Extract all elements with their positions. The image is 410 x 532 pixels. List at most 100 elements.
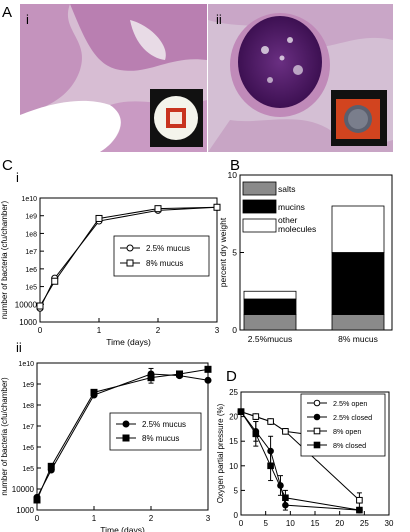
data-point	[126, 259, 134, 267]
y-tick-label: 0	[232, 325, 237, 335]
y-tick-label: 1e7	[25, 249, 37, 256]
legend-label: 2.5% mucus	[142, 420, 186, 429]
data-point	[313, 427, 321, 435]
data-point	[122, 434, 130, 442]
x-tick-label: 0	[38, 326, 43, 335]
data-point	[267, 462, 274, 470]
legend-swatch	[242, 218, 277, 233]
data-point	[313, 399, 321, 407]
x-tick-label: 15	[311, 519, 320, 528]
x-axis-label: Time (days)	[100, 525, 145, 532]
y-tick-label: 1e6	[25, 267, 37, 274]
chart-oxygen: 0 5 10 15 20 25 30 0 5 10 15 20 25 Time (hour) Oxygen …	[216, 388, 394, 532]
legend-label: salts	[278, 184, 295, 194]
panel-b-label: B	[230, 157, 240, 174]
y-tick-label: 1e8	[22, 403, 34, 410]
data-point	[313, 413, 321, 421]
y-tick-label: 1e9	[25, 214, 37, 221]
x-tick-label: 3	[206, 514, 211, 523]
x-axis-label: Time (hour)	[293, 530, 337, 532]
y-tick-label: 10	[228, 170, 238, 180]
category-label: 2.5%mucus	[248, 334, 292, 344]
panel-a-label: A	[2, 4, 12, 21]
clump-void	[287, 37, 293, 43]
data-point	[154, 205, 162, 213]
category-label: 8% mucus	[338, 334, 378, 344]
panel-d-label: D	[226, 368, 237, 385]
plot-frame	[36, 362, 209, 511]
x-tick-label: 30	[385, 519, 394, 528]
y-tick-label: 15	[229, 437, 238, 446]
y-tick-label: 1e5	[22, 466, 34, 473]
bar-segment-salts	[243, 314, 297, 331]
x-tick-label: 0	[35, 514, 40, 523]
y-tick-label: 10000	[15, 300, 38, 309]
culture-plate-inset-ii	[331, 90, 387, 146]
bar-segment-salts	[331, 314, 385, 331]
y-tick-label: 1e8	[25, 231, 37, 238]
tissue-gap	[130, 20, 166, 60]
series-line	[240, 411, 360, 511]
y-tick-label: 5	[232, 248, 237, 258]
legend-label: 8% closed	[333, 441, 366, 450]
legend-swatch	[242, 181, 277, 196]
legend: 2.5% mucus 8% mucus	[109, 412, 202, 451]
data-point	[51, 277, 59, 285]
data-point	[90, 388, 98, 396]
data-point	[204, 365, 212, 373]
y-tick-label: 1e10	[21, 196, 37, 203]
data-point	[126, 244, 134, 252]
data-point	[313, 441, 321, 449]
panel-a: A i ii	[2, 4, 393, 152]
clump-void	[293, 65, 303, 75]
chart-bacteria-open: 0 1 2 3 1000 10000 1e5 1e6 1e7 1e8 1e9 1e10 Time (da…	[0, 196, 221, 347]
histology-image-i: i	[20, 4, 207, 152]
data-point	[204, 376, 212, 384]
legend-label: 2.5% open	[333, 399, 367, 408]
x-tick-label: 3	[215, 326, 220, 335]
series-8-mucus	[33, 365, 212, 504]
panel-c-i-label: i	[16, 170, 19, 185]
clump-void	[267, 77, 273, 83]
legend: 2.5% open 2.5% closed 8% open 8% closed	[300, 393, 386, 457]
data-point	[47, 462, 55, 470]
culture-plate-inset-i	[150, 89, 203, 147]
series-line	[36, 368, 209, 501]
y-tick-label: 1000	[16, 506, 34, 515]
x-tick-label: 2	[149, 514, 154, 523]
x-tick-label: 2	[156, 326, 161, 335]
chart-dry-weight: 0 5 10 percent dry weight 2.5%mucus 8% mucus s…	[218, 170, 393, 344]
x-tick-label: 5	[263, 519, 268, 528]
legend-label: 2.5% mucus	[146, 244, 190, 253]
bar-segment-mucins	[331, 252, 385, 315]
data-point	[267, 418, 274, 425]
y-tick-label: 1e6	[22, 445, 34, 452]
data-point	[356, 506, 363, 514]
data-point	[237, 408, 245, 415]
y-axis-label: number of bacteria (cfu/chamber)	[0, 201, 9, 320]
data-point	[282, 494, 289, 502]
data-point	[33, 496, 41, 504]
data-point	[176, 370, 183, 378]
data-point	[282, 428, 289, 435]
data-point	[252, 430, 260, 438]
x-tick-label: 10	[286, 519, 295, 528]
legend: salts mucins other molecules	[242, 181, 316, 234]
series-8-closed	[237, 408, 363, 514]
y-tick-label: 1e5	[25, 285, 37, 292]
tissue-band-left	[20, 4, 83, 115]
data-point	[95, 214, 103, 222]
x-tick-label: 0	[239, 519, 244, 528]
panel-c-label: C	[2, 157, 13, 174]
legend-box	[109, 412, 202, 451]
bacterial-clump	[238, 16, 322, 108]
data-point	[213, 203, 221, 211]
x-tick-label: 25	[360, 519, 369, 528]
y-tick-label: 20	[229, 413, 238, 422]
y-axis-label: percent dry weight	[218, 217, 228, 287]
y-tick-label: 1000	[19, 318, 37, 327]
data-point	[356, 496, 363, 504]
y-tick-label: 0	[234, 511, 239, 520]
y-tick-label: 5	[234, 486, 239, 495]
